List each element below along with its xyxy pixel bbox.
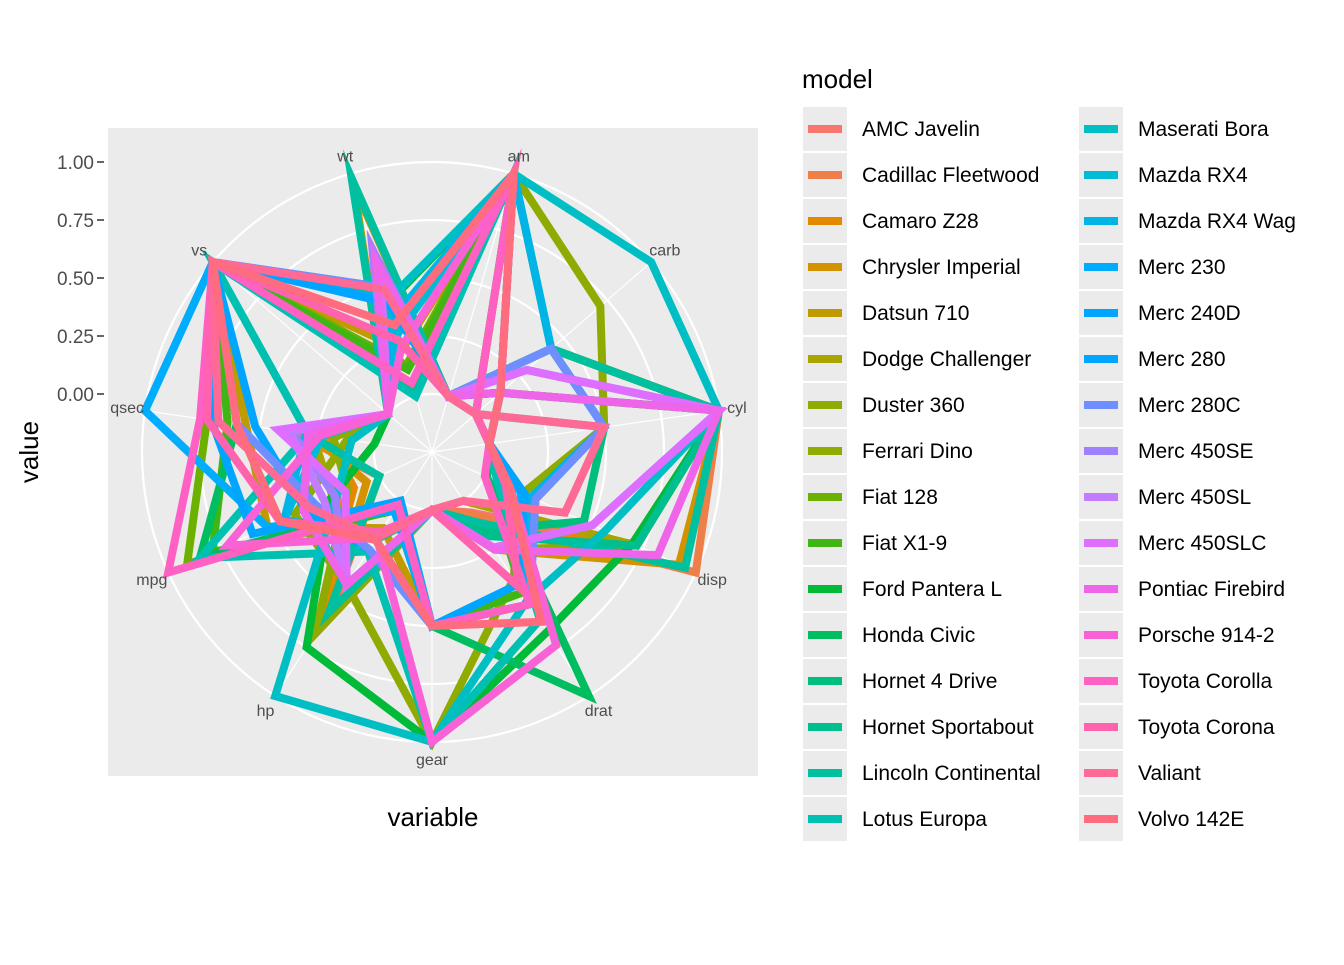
y-tick-label: 0.75 <box>57 211 94 232</box>
category-label: drat <box>585 703 613 720</box>
y-tick-label: 0.00 <box>57 385 94 406</box>
legend-label: Mazda RX4 <box>1138 164 1248 187</box>
y-axis: 1.00 0.75 0.50 0.25 0.00 <box>57 153 104 406</box>
legend-label: Mazda RX4 Wag <box>1138 210 1296 233</box>
y-tick-label: 0.25 <box>57 327 94 348</box>
category-label: disp <box>698 572 727 589</box>
legend-label: Pontiac Firebird <box>1138 578 1285 601</box>
category-label: gear <box>416 752 449 769</box>
legend-label: Hornet 4 Drive <box>862 670 997 693</box>
legend-label: Valiant <box>1138 762 1201 785</box>
series-line <box>207 161 547 631</box>
legend: AMC Javelin Cadillac Fleetwood Camaro Z28 C… <box>803 107 1296 841</box>
legend-label: Merc 230 <box>1138 256 1226 279</box>
category-label: am <box>508 149 530 166</box>
legend-label: AMC Javelin <box>862 118 980 141</box>
legend-label: Lincoln Continental <box>862 762 1041 785</box>
legend-label: Merc 280C <box>1138 394 1241 417</box>
series-line <box>208 257 611 543</box>
category-label: vs <box>191 242 207 259</box>
grid-spoke <box>431 173 515 453</box>
x-axis-title: variable <box>387 802 478 832</box>
legend-label: Toyota Corolla <box>1138 670 1273 693</box>
legend-title: model <box>802 64 873 94</box>
legend-label: Fiat 128 <box>862 486 938 509</box>
grid-spoke <box>212 261 433 453</box>
y-tick-label: 0.50 <box>57 269 94 290</box>
legend-label: Maserati Bora <box>1138 118 1269 141</box>
grid-spoke <box>431 410 720 453</box>
legend-label: Porsche 914-2 <box>1138 624 1275 647</box>
legend-label: Merc 240D <box>1138 302 1241 325</box>
series-line <box>299 241 725 591</box>
legend-label: Chrysler Imperial <box>862 256 1021 279</box>
legend-label: Volvo 142E <box>1138 808 1244 831</box>
legend-label: Duster 360 <box>862 394 965 417</box>
legend-label: Merc 280 <box>1138 348 1226 371</box>
legend-label: Honda Civic <box>862 624 975 647</box>
category-label: carb <box>649 242 680 259</box>
legend-label: Fiat X1-9 <box>862 532 947 555</box>
legend-label: Lotus Europa <box>862 808 987 831</box>
legend-label: Merc 450SL <box>1138 486 1251 509</box>
legend-label: Camaro Z28 <box>862 210 979 233</box>
series-layer <box>140 147 728 751</box>
legend-label: Ford Pantera L <box>862 578 1002 601</box>
legend-label: Dodge Challenger <box>862 348 1031 371</box>
legend-label: Toyota Corona <box>1138 716 1275 739</box>
category-labels: am carb cyl disp drat gear hp mpg qsec vs wt <box>110 149 746 770</box>
category-label: cyl <box>727 400 747 417</box>
legend-label: Merc 450SLC <box>1138 532 1266 555</box>
category-label: qsec <box>110 400 144 417</box>
category-label: mpg <box>136 572 167 589</box>
legend-label: Ferrari Dino <box>862 440 973 463</box>
category-label: hp <box>257 703 275 720</box>
legend-label: Cadillac Fleetwood <box>862 164 1039 187</box>
legend-label: Merc 450SE <box>1138 440 1254 463</box>
legend-label: Datsun 710 <box>862 302 969 325</box>
y-tick-label: 1.00 <box>57 153 94 174</box>
legend-label: Hornet Sportabout <box>862 716 1034 739</box>
y-axis-title: value <box>14 421 44 483</box>
category-label: wt <box>336 149 354 166</box>
